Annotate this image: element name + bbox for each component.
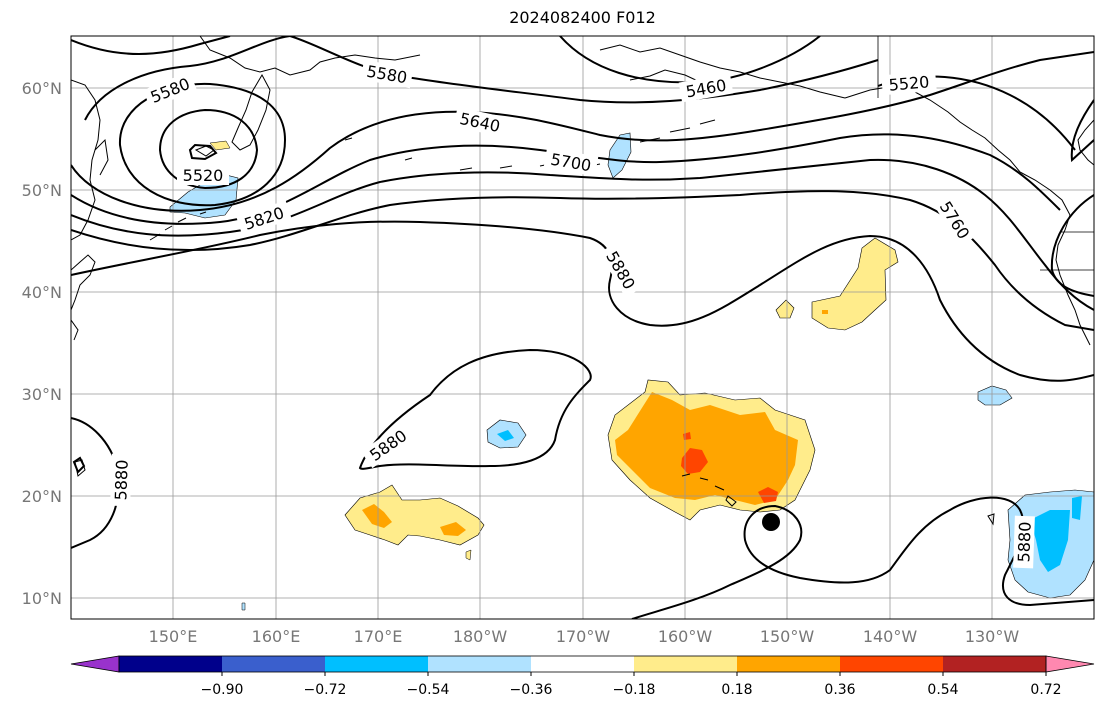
colorbar-segment bbox=[325, 656, 429, 672]
colorbar-extension-low bbox=[70, 655, 120, 673]
contour-label-halos bbox=[110, 59, 1035, 569]
map-area bbox=[71, 36, 1094, 619]
latitude-labels: 60°N 50°N 40°N 30°N 20°N 10°N bbox=[22, 79, 62, 608]
lat-label: 30°N bbox=[22, 385, 62, 404]
map-title: 2024082400 F012 bbox=[509, 8, 656, 27]
lat-label: 60°N bbox=[22, 79, 62, 98]
colorbar-segment bbox=[840, 656, 944, 672]
lon-label: 130°W bbox=[965, 627, 1020, 646]
colorbar-segment bbox=[531, 656, 635, 672]
shaded-field bbox=[169, 132, 1094, 611]
colorbar-tick-label: 0.18 bbox=[721, 682, 752, 698]
colorbar-segment bbox=[634, 656, 738, 672]
longitude-labels: 150°E 160°E 170°E 180°W 170°W 160°W 150°… bbox=[149, 627, 1020, 646]
contour-label: 5880 bbox=[1014, 521, 1034, 562]
lat-label: 10°N bbox=[22, 589, 62, 608]
contour-label: 5520 bbox=[183, 166, 224, 185]
colorbar-tick-label: −0.54 bbox=[407, 682, 450, 698]
colorbar-tick-label: −0.36 bbox=[510, 682, 553, 698]
lon-label: 160°E bbox=[252, 627, 301, 646]
lon-label: 170°W bbox=[556, 627, 611, 646]
lon-label: 180°W bbox=[453, 627, 508, 646]
colorbar-segment bbox=[222, 656, 326, 672]
colorbar-outline bbox=[118, 655, 1047, 673]
colorbar-tick-label: 0.54 bbox=[927, 682, 958, 698]
lat-label: 50°N bbox=[22, 181, 62, 200]
colorbar-segment bbox=[428, 656, 532, 672]
lon-label: 170°E bbox=[354, 627, 403, 646]
lon-label: 160°W bbox=[658, 627, 713, 646]
colorbar-segment bbox=[737, 656, 841, 672]
contour-label: 5880 bbox=[111, 459, 131, 500]
lon-label: 140°W bbox=[863, 627, 918, 646]
colorbar-tick-label: −0.18 bbox=[613, 682, 656, 698]
colorbar-tick-label: 0.36 bbox=[824, 682, 855, 698]
colorbar-tick-label: −0.90 bbox=[201, 682, 244, 698]
graticule bbox=[71, 36, 1094, 619]
colorbar-tick-label: −0.72 bbox=[304, 682, 347, 698]
lat-label: 20°N bbox=[22, 487, 62, 506]
colorbar-segment bbox=[943, 656, 1047, 672]
colorbar-tick-label: 0.72 bbox=[1030, 682, 1061, 698]
colorbar-segment bbox=[119, 656, 223, 672]
colorbar: −0.90 −0.72 −0.54 −0.36 −0.18 0.18 0.36 0.54 0.7… bbox=[70, 655, 1095, 698]
colorbar-extension-high bbox=[1045, 655, 1095, 673]
lon-label: 150°E bbox=[149, 627, 198, 646]
map-frame bbox=[70, 35, 1095, 620]
typhoon-center-marker bbox=[762, 513, 780, 531]
lat-label: 40°N bbox=[22, 283, 62, 302]
lon-label: 150°W bbox=[760, 627, 815, 646]
contour-label: 5520 bbox=[888, 72, 930, 94]
